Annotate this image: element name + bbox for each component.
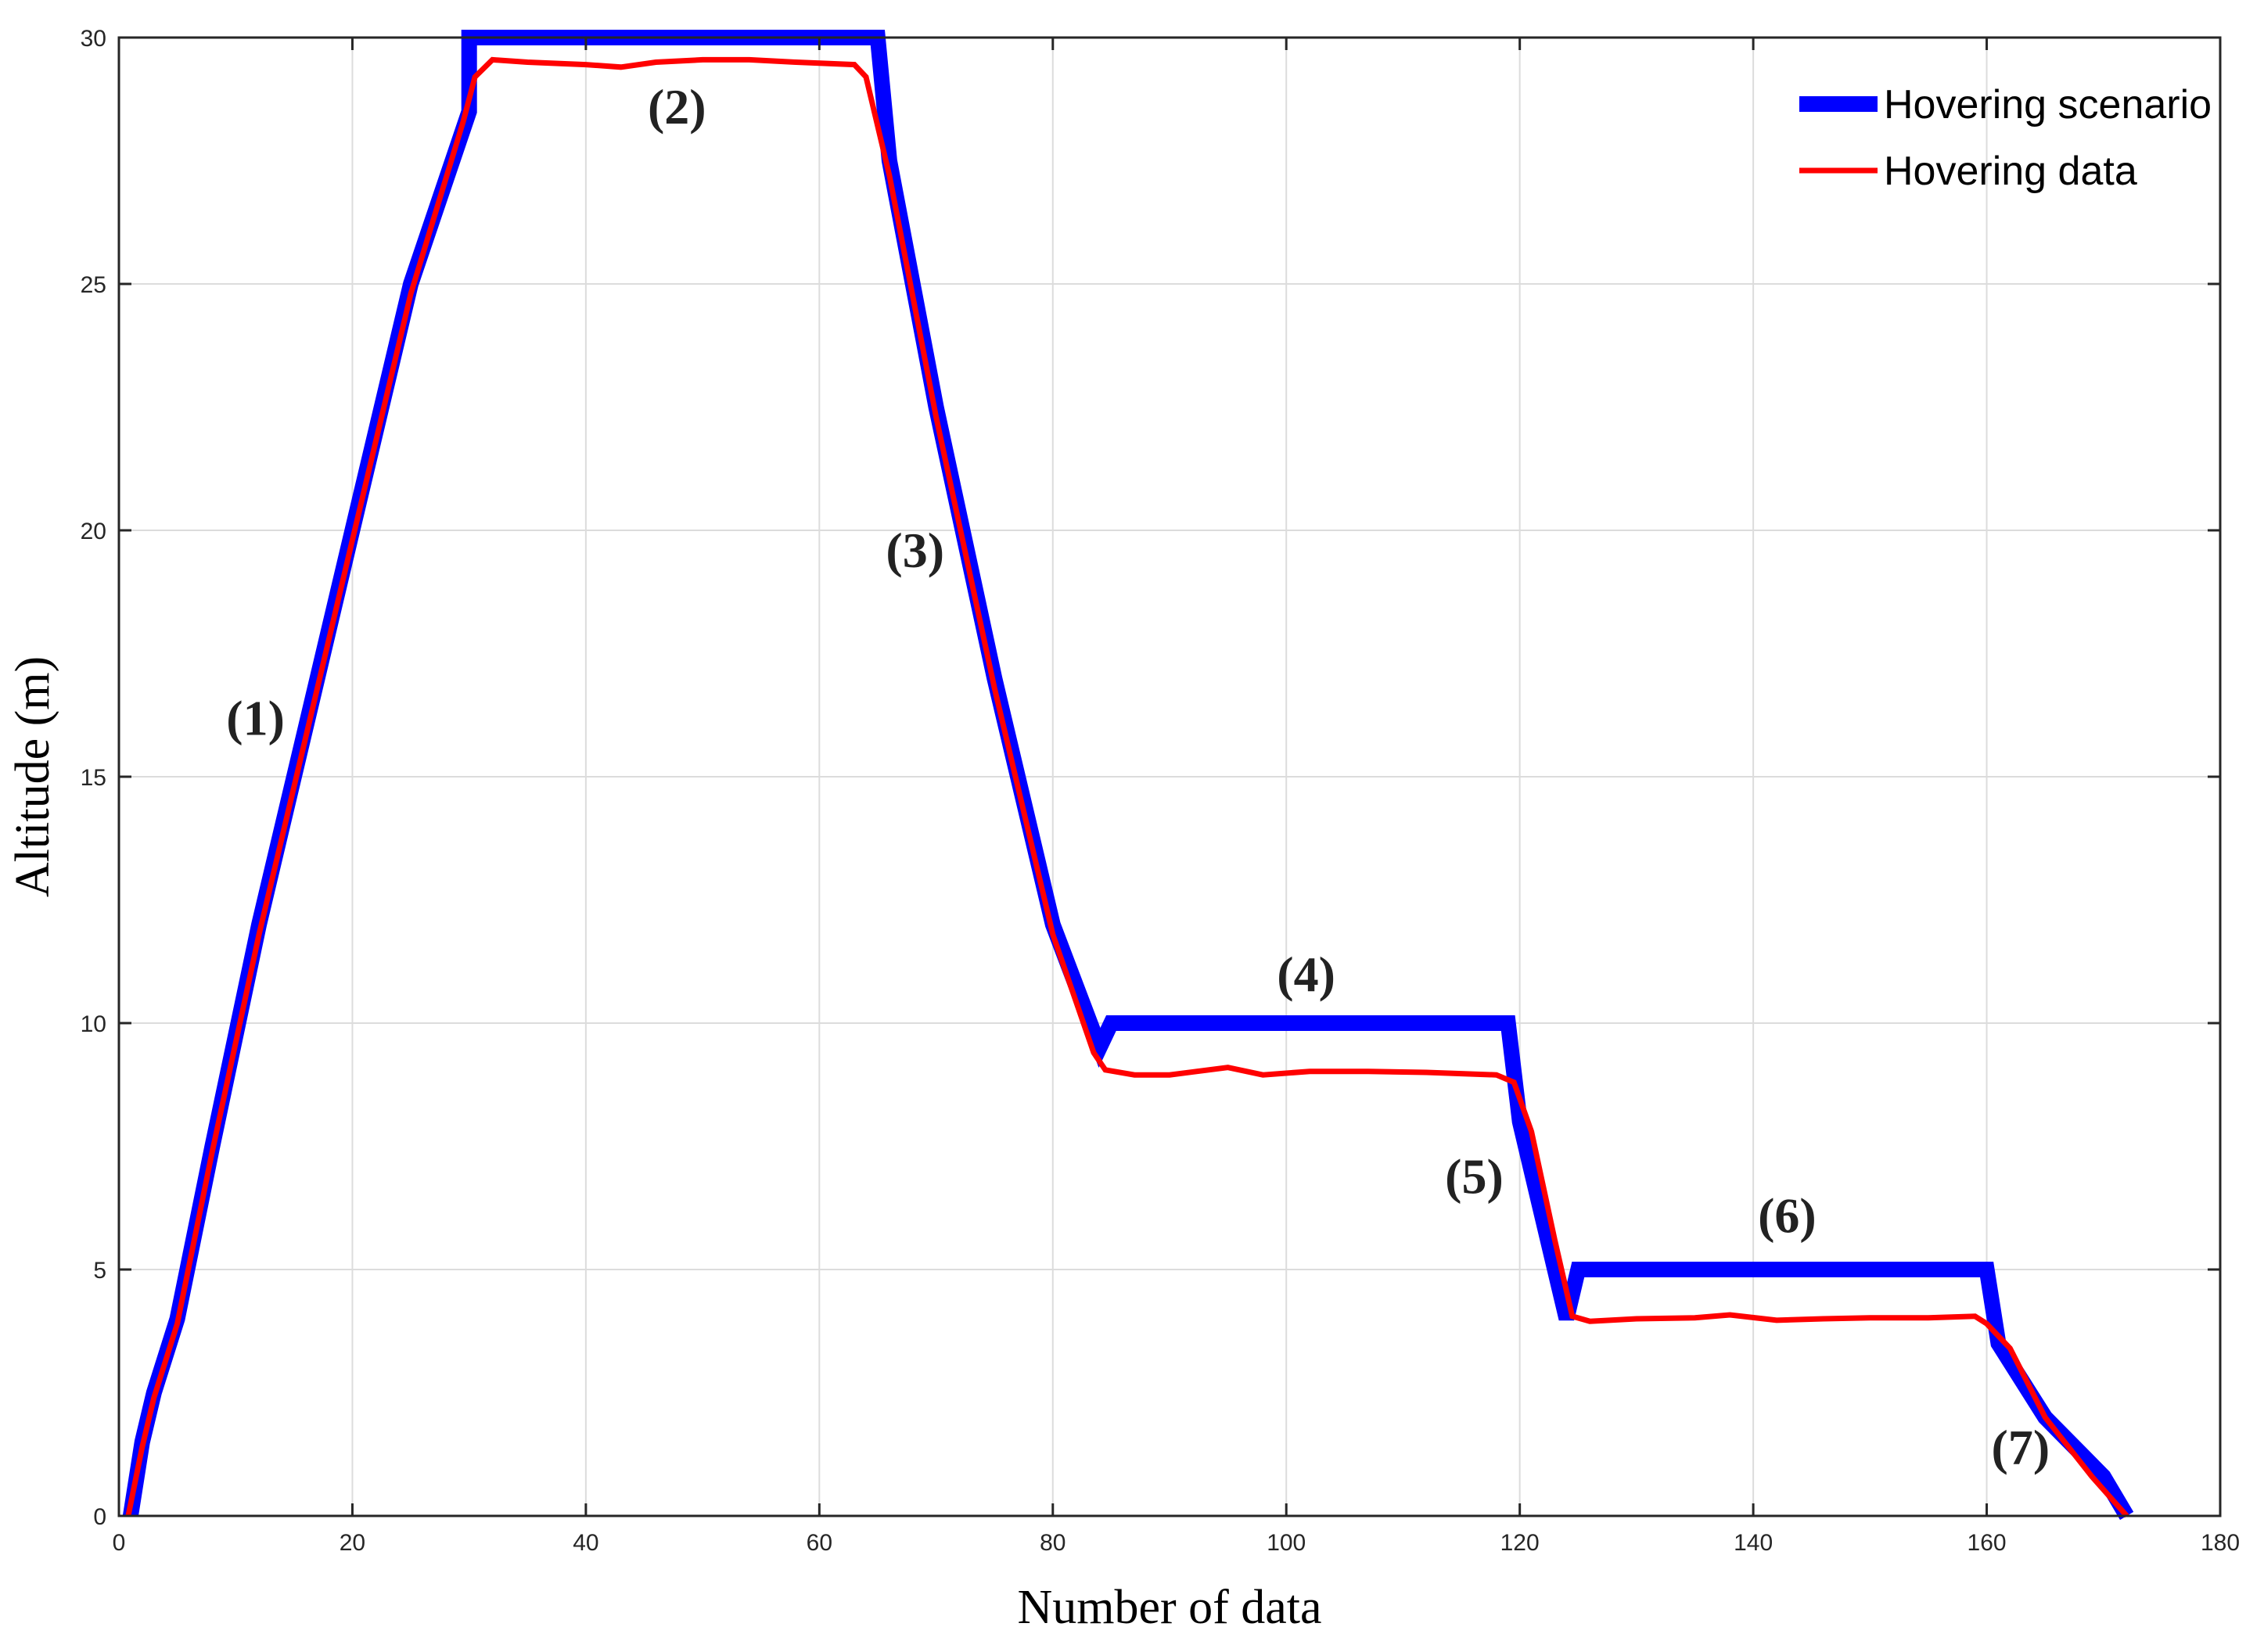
y-tick-label: 25 (81, 272, 106, 298)
x-tick-label: 120 (1500, 1530, 1540, 1556)
segment-label: (5) (1445, 1148, 1504, 1204)
legend-label-hovering-scenario: Hovering scenario (1884, 82, 2212, 127)
segment-label: (3) (886, 523, 944, 578)
y-tick-label: 15 (81, 765, 106, 791)
x-axis-title: Number of data (1017, 1581, 1321, 1634)
y-axis-title: Altitude (m) (6, 656, 59, 897)
legend: Hovering scenario Hovering data (1799, 82, 2212, 194)
axis-ticks: 0 20 40 60 80 100 120 140 160 180 0 5 10 15 20 25 30 (81, 26, 2240, 1556)
x-tick-label: 20 (340, 1530, 365, 1556)
series-lines (123, 30, 2134, 1521)
x-tick-label: 140 (1734, 1530, 1773, 1556)
segment-label: (2) (648, 79, 706, 135)
x-tick-label: 60 (807, 1530, 832, 1556)
legend-label-hovering-data: Hovering data (1884, 149, 2137, 194)
x-tick-label: 40 (573, 1530, 598, 1556)
y-tick-label: 20 (81, 519, 106, 544)
y-tick-label: 30 (81, 26, 106, 52)
segment-annotations: (1) (2) (3) (4) (5) (6) (7) (226, 79, 2050, 1475)
x-tick-label: 100 (1267, 1530, 1306, 1556)
x-tick-label: 160 (1968, 1530, 2007, 1556)
y-tick-label: 5 (93, 1258, 106, 1284)
segment-label: (4) (1277, 946, 1335, 1002)
segment-label: (7) (1992, 1420, 2050, 1475)
series-line-hovering-data (125, 56, 2129, 1518)
x-tick-label: 80 (1040, 1530, 1066, 1556)
x-tick-label: 0 (113, 1530, 126, 1556)
segment-label: (6) (1758, 1188, 1817, 1244)
segment-label: (1) (226, 690, 285, 745)
y-tick-label: 0 (93, 1504, 106, 1530)
x-tick-label: 180 (2201, 1530, 2240, 1556)
y-tick-label: 10 (81, 1011, 106, 1037)
